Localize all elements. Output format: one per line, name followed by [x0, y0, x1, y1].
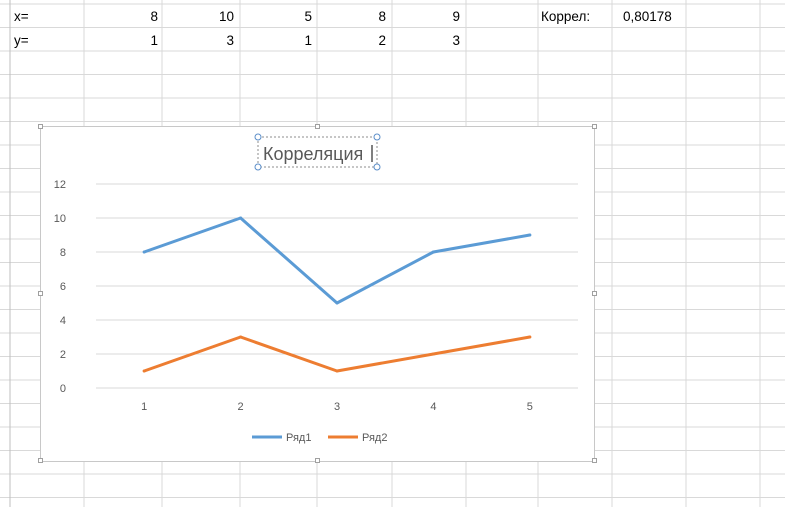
y-tick-label: 6: [60, 281, 66, 293]
data-point[interactable]: [335, 369, 339, 373]
cell-x-1[interactable]: 8: [150, 9, 158, 24]
title-handle-tl[interactable]: [254, 133, 262, 141]
x-tick-label: 3: [334, 401, 340, 413]
data-point[interactable]: [431, 352, 435, 356]
x-tick-label: 4: [430, 401, 436, 413]
data-point[interactable]: [335, 301, 339, 305]
data-point[interactable]: [142, 369, 146, 373]
data-point[interactable]: [239, 216, 243, 220]
data-point[interactable]: [239, 335, 243, 339]
resize-handle-r[interactable]: [592, 291, 597, 296]
resize-handle-b[interactable]: [315, 458, 320, 463]
legend-label-1: Ряд1: [286, 432, 311, 444]
series-line-1[interactable]: [142, 216, 532, 305]
title-selection-box: [257, 136, 378, 168]
title-handle-tr[interactable]: [373, 133, 381, 141]
cell-y-3[interactable]: 1: [304, 33, 312, 48]
resize-handle-tr[interactable]: [592, 124, 597, 129]
y-tick-label: 10: [54, 213, 66, 225]
y-tick-labels: 0 2 4 6 8 10 12: [54, 179, 66, 395]
resize-handle-br[interactable]: [592, 458, 597, 463]
legend-label-2: Ряд2: [362, 432, 387, 444]
cell-correl-value[interactable]: 0,80178: [623, 9, 672, 24]
cell-x-2[interactable]: 10: [218, 9, 234, 24]
cell-x-5[interactable]: 9: [452, 9, 460, 24]
x-tick-label: 5: [527, 401, 533, 413]
cell-y-4[interactable]: 2: [378, 33, 386, 48]
y-tick-label: 4: [60, 315, 66, 327]
cell-correl-label[interactable]: Коррел:: [541, 9, 591, 24]
cell-x-label[interactable]: x=: [14, 9, 29, 24]
data-point[interactable]: [528, 233, 532, 237]
cell-y-2[interactable]: 3: [226, 33, 234, 48]
cell-x-3[interactable]: 5: [304, 9, 312, 24]
title-handle-br[interactable]: [373, 163, 381, 171]
cell-y-1[interactable]: 1: [150, 33, 158, 48]
y-tick-label: 0: [60, 383, 66, 395]
resize-handle-l[interactable]: [38, 291, 43, 296]
x-tick-labels: 1 2 3 4 5: [141, 401, 533, 413]
resize-handle-t[interactable]: [315, 124, 320, 129]
resize-handle-bl[interactable]: [38, 458, 43, 463]
cell-y-5[interactable]: 3: [452, 33, 460, 48]
resize-handle-tl[interactable]: [38, 124, 43, 129]
y-tick-label: 2: [60, 349, 66, 361]
chart-title[interactable]: Корреляция: [263, 144, 363, 164]
legend[interactable]: Ряд1 Ряд2: [252, 432, 387, 444]
chart-area[interactable]: [40, 126, 595, 462]
x-tick-label: 1: [141, 401, 147, 413]
y-tick-label: 8: [60, 247, 66, 259]
data-point[interactable]: [528, 335, 532, 339]
y-tick-label: 12: [54, 179, 66, 191]
cell-y-label[interactable]: y=: [14, 33, 29, 48]
title-handle-bl[interactable]: [254, 163, 262, 171]
cell-x-4[interactable]: 8: [378, 9, 386, 24]
y-gridlines: [96, 183, 578, 389]
data-point[interactable]: [431, 250, 435, 254]
plot-series: [142, 216, 532, 373]
x-tick-label: 2: [238, 401, 244, 413]
data-point[interactable]: [142, 250, 146, 254]
